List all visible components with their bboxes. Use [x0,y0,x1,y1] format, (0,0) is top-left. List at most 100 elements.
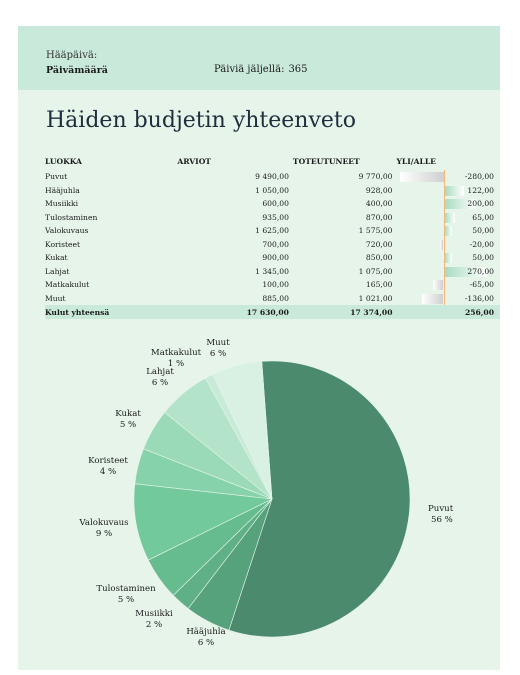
pie-label-percent: 6 % [198,638,214,648]
pie-label-name: Muut [206,338,230,348]
pie-label-name: Koristeet [88,456,128,466]
row-difference-cell: -136,00 [397,291,501,305]
pie-label-name: Hääjuhla [186,627,225,637]
table-row: Koristeet 700,00 720,00 -20,00 [45,237,500,251]
row-category[interactable]: Koristeet [45,239,81,249]
row-difference[interactable]: -280,00 [464,172,494,182]
header-actual: TOTEUTUNEET [292,157,360,166]
wedding-date-label: Hääpäivä: [46,50,98,61]
row-actual[interactable]: 1 575,00 [358,226,393,236]
difference-databar [444,226,453,236]
table-row: Matkakulut 100,00 165,00 -65,00 [45,278,500,292]
databar-axis [443,170,445,184]
row-actual[interactable]: 850,00 [365,253,393,263]
row-actual[interactable]: 400,00 [365,199,393,209]
pie-label-percent: 6 % [152,378,168,388]
table-header-row: LUOKKA ARVIOT TOTEUTUNEET YLI/ALLE [45,151,500,170]
databar-axis [443,237,445,251]
difference-databar [433,280,444,290]
pie-label-name: Musiikki [135,609,173,619]
row-category[interactable]: Kukat [45,253,68,263]
difference-databar [444,266,487,277]
databar-axis [443,278,445,292]
row-actual[interactable]: 165,00 [365,280,393,290]
row-estimate[interactable]: 935,00 [262,212,289,222]
wedding-date-value[interactable]: Päivämäärä [46,65,108,76]
databar-axis [443,291,445,305]
row-difference[interactable]: -20,00 [469,239,494,249]
row-difference[interactable]: -136,00 [464,293,494,303]
row-category[interactable]: Valokuvaus [45,226,89,236]
days-left: Päiviä jäljellä: 365 [214,64,312,75]
row-difference-cell: 270,00 [397,264,501,278]
row-estimate[interactable]: 1 625,00 [255,226,289,236]
row-category[interactable]: Musiikki [45,199,79,209]
row-estimate[interactable]: 1 345,00 [255,266,289,276]
row-category[interactable]: Puvut [45,172,68,182]
pie-label-name: Tulostaminen [96,584,156,594]
row-difference[interactable]: 65,00 [472,212,494,222]
row-actual[interactable]: 1 075,00 [358,266,393,276]
table-row: Lahjat 1 345,00 1 075,00 270,00 [45,264,501,278]
row-difference-cell: 50,00 [397,224,501,238]
total-difference: 256,00 [396,305,500,319]
pie-label-percent: 4 % [100,467,116,477]
difference-databar [444,212,455,223]
databar-axis [443,210,445,224]
pie-label-name: Puvut [428,504,454,514]
pie-label-percent: 1 % [168,359,184,369]
row-actual[interactable]: 1 021,00 [358,293,393,303]
pie-label-name: Valokuvaus [78,518,128,528]
row-actual[interactable]: 9 770,00 [358,172,393,182]
row-actual[interactable]: 870,00 [365,212,393,222]
row-estimate[interactable]: 1 050,00 [255,185,289,195]
row-estimate[interactable]: 900,00 [262,253,289,263]
difference-databar [444,199,476,209]
row-difference[interactable]: 50,00 [472,226,494,236]
pie-label-percent: 5 % [120,420,136,430]
total-actual: 17 374,00 [292,305,397,319]
table-row: Kukat 900,00 850,00 50,00 [45,251,500,265]
row-actual[interactable]: 928,00 [365,185,393,195]
row-difference-cell: 122,00 [397,183,501,197]
row-category[interactable]: Lahjat [45,266,70,276]
row-category[interactable]: Hääjuhla [45,185,80,195]
pie-label-name: Kukat [115,409,141,419]
header-band [18,26,500,90]
pie-label-percent: 5 % [118,595,134,605]
header-estimate: ARVIOT [177,157,211,166]
row-category[interactable]: Matkakulut [45,280,90,290]
row-difference[interactable]: -65,00 [469,280,494,290]
row-difference[interactable]: 50,00 [472,253,494,263]
row-category[interactable]: Muut [45,293,66,303]
databar-axis [443,264,445,278]
row-category[interactable]: Tulostaminen [45,212,98,222]
budget-sheet: Hääpäivä: Päivämäärä Päiviä jäljellä: 365… [18,26,500,670]
header-difference: YLI/ALLE [396,157,436,166]
pie-slice-puvut [228,360,411,638]
difference-databar [399,172,444,182]
row-estimate[interactable]: 600,00 [262,199,289,209]
row-difference[interactable]: 200,00 [467,199,494,209]
days-left-value: 365 [288,64,308,75]
row-estimate[interactable]: 9 490,00 [255,172,289,182]
table-row: Tulostaminen 935,00 870,00 65,00 [45,210,500,224]
table-row: Valokuvaus 1 625,00 1 575,00 50,00 [45,224,500,238]
pie-label-name: Matkakulut [151,348,202,358]
pie-label-percent: 2 % [146,620,162,630]
row-difference-cell: 200,00 [397,197,501,211]
databar-axis [443,251,445,265]
total-estimate: 17 630,00 [159,305,293,319]
row-difference-cell: -65,00 [397,278,501,292]
row-actual[interactable]: 720,00 [365,239,393,249]
row-estimate[interactable]: 885,00 [262,293,289,303]
databar-axis [443,224,445,238]
total-label: Kulut yhteensä [45,305,160,319]
row-estimate[interactable]: 100,00 [262,280,289,290]
pie-slice-valokuvaus [133,483,274,561]
difference-databar [444,185,464,196]
row-difference[interactable]: 122,00 [467,185,494,195]
row-estimate[interactable]: 700,00 [262,239,289,249]
row-difference[interactable]: 270,00 [467,266,494,276]
